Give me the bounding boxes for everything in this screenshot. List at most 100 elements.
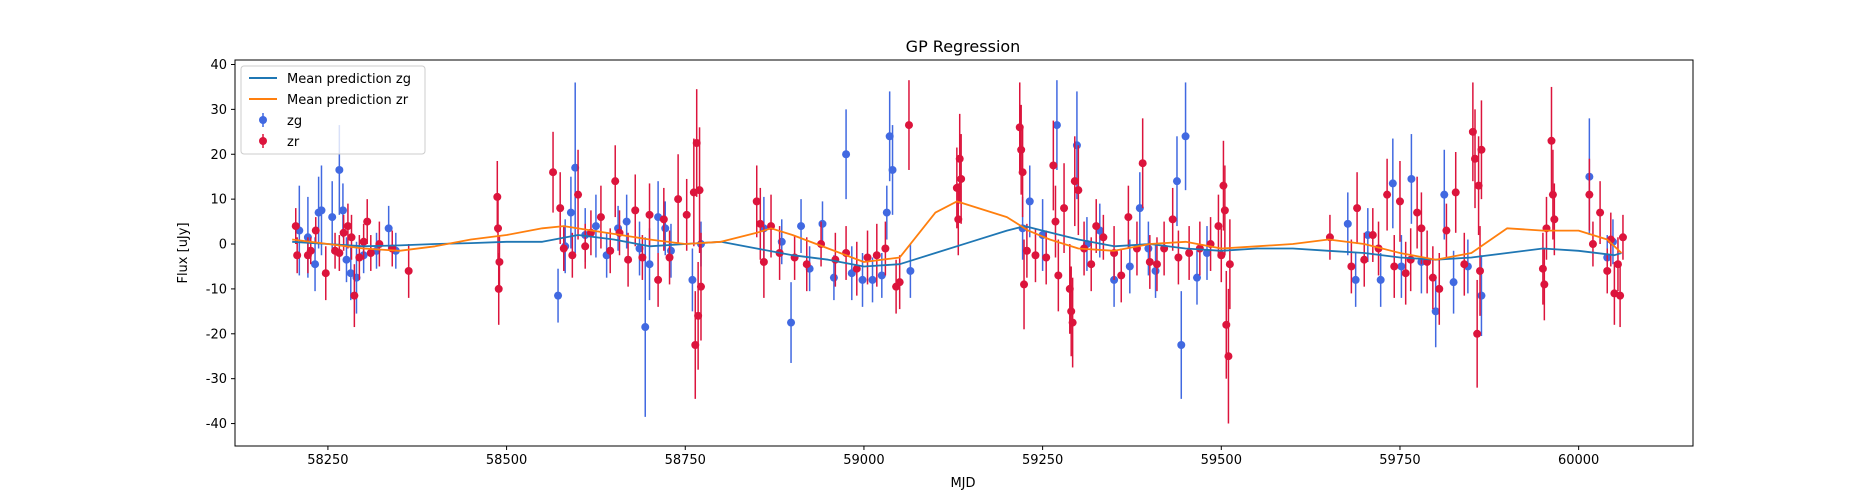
point-zg <box>882 208 891 217</box>
point-zr <box>802 260 811 269</box>
point-zr <box>1099 233 1108 242</box>
x-axis-label: MJD <box>950 476 975 491</box>
point-zr <box>691 341 700 350</box>
point-zr <box>1067 307 1076 316</box>
legend-label-mean-zg: Mean prediction zg <box>287 72 411 87</box>
point-zr <box>363 217 372 226</box>
point-zr <box>1022 246 1031 255</box>
point-zr <box>954 215 963 224</box>
point-zr <box>1020 280 1029 289</box>
point-zr <box>359 237 368 246</box>
point-zr <box>495 257 504 266</box>
point-zr <box>1214 222 1223 231</box>
plot-frame <box>234 59 1694 447</box>
point-zr <box>1474 181 1483 190</box>
point-zg <box>571 163 580 172</box>
point-zr <box>606 246 615 255</box>
legend-label-zr: zr <box>287 135 300 150</box>
point-zr <box>1603 266 1612 275</box>
point-zr <box>321 269 330 278</box>
point-zg <box>829 273 838 282</box>
point-zr <box>311 226 320 235</box>
point-zr <box>343 222 352 231</box>
point-zr <box>339 228 348 237</box>
x-tick-label: 58750 <box>665 453 706 468</box>
point-zr <box>1174 253 1183 262</box>
x-tick-label: 60000 <box>1558 453 1599 468</box>
point-zg <box>384 224 393 233</box>
point-zg <box>311 260 320 269</box>
point-zr <box>1368 231 1377 240</box>
point-zr <box>1435 284 1444 293</box>
point-zr <box>682 210 691 219</box>
y-tick-label: -10 <box>206 282 227 297</box>
x-tick-label: 59500 <box>1201 453 1242 468</box>
y-axis-label: Flux [uJy] <box>176 222 191 283</box>
point-zg <box>1177 341 1186 350</box>
point-zr <box>404 266 413 275</box>
point-zr <box>355 253 364 262</box>
point-zr <box>1588 240 1597 249</box>
point-zg <box>787 318 796 327</box>
point-zg <box>885 132 894 141</box>
point-zr <box>674 195 683 204</box>
point-zr <box>659 215 668 224</box>
point-zr <box>695 186 704 195</box>
point-zr <box>1074 186 1083 195</box>
point-zg <box>818 219 827 228</box>
point-zr <box>955 154 964 163</box>
point-zg <box>1172 177 1181 186</box>
point-zr <box>694 311 703 320</box>
point-zr <box>335 249 344 257</box>
point-zg <box>1025 197 1034 206</box>
mean-prediction-zg-line <box>292 225 1622 268</box>
y-tick-label: 30 <box>210 103 227 118</box>
point-zr <box>1585 190 1594 199</box>
point-zg <box>797 222 806 231</box>
legend-label-mean-zr: Mean prediction zr <box>287 93 409 108</box>
point-zr <box>1138 159 1147 168</box>
chart-title: GP Regression <box>906 37 1021 56</box>
point-zr <box>574 190 583 199</box>
point-zr <box>1185 249 1194 257</box>
point-zr <box>881 244 890 253</box>
series-zr <box>291 80 1627 424</box>
point-zr <box>665 253 674 262</box>
point-zg <box>906 266 915 275</box>
point-zg <box>842 150 851 159</box>
point-zg <box>1388 179 1397 188</box>
point-zr <box>549 168 558 177</box>
point-zg <box>1203 249 1211 257</box>
point-zr <box>1049 161 1058 170</box>
point-zr <box>654 275 663 284</box>
point-zr <box>1217 251 1226 260</box>
point-zg <box>888 165 897 174</box>
point-zr <box>1042 253 1051 262</box>
point-zg <box>1351 275 1360 284</box>
point-zr <box>1451 188 1460 197</box>
legend-swatch-zr <box>259 137 267 145</box>
x-tick-label: 59250 <box>1022 453 1063 468</box>
point-zr <box>1051 217 1060 226</box>
point-zg <box>1376 275 1385 284</box>
point-zr <box>581 242 590 251</box>
point-zr <box>1152 260 1161 269</box>
point-zr <box>1117 271 1126 280</box>
point-zg <box>342 255 351 264</box>
y-tick-label: 0 <box>219 238 227 253</box>
point-zr <box>631 206 640 215</box>
x-tick-label: 59750 <box>1379 453 1420 468</box>
point-zg <box>1125 262 1134 271</box>
legend: Mean prediction zg Mean prediction zr zg… <box>240 65 426 155</box>
point-zr <box>1401 269 1410 278</box>
point-zr <box>347 233 356 242</box>
point-zg <box>566 208 575 217</box>
point-zg <box>338 206 347 215</box>
point-zr <box>1070 177 1079 186</box>
y-tick-label: -20 <box>206 327 227 342</box>
point-zr <box>350 291 359 300</box>
point-zr <box>1220 206 1229 215</box>
point-zg <box>346 269 355 278</box>
legend-box <box>240 65 426 155</box>
point-zr <box>1395 197 1404 206</box>
